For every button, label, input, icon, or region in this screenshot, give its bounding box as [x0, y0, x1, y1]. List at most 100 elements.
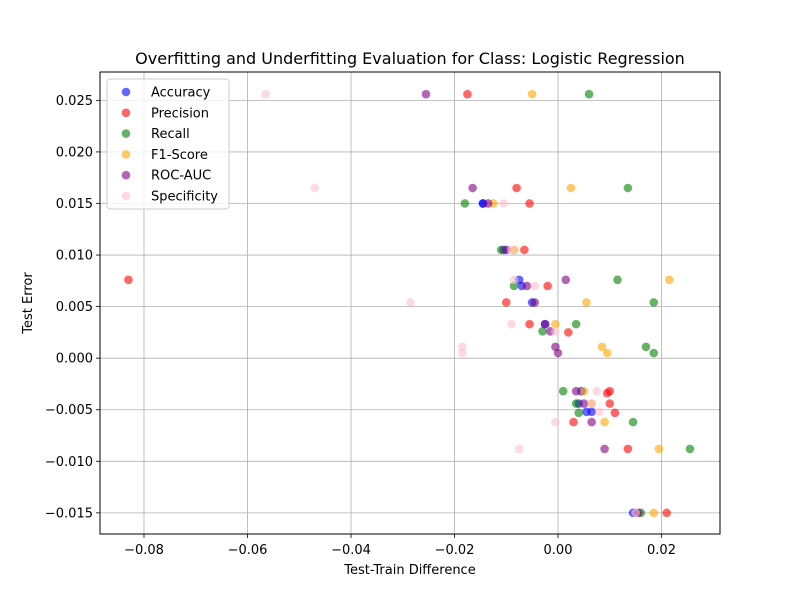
precision-point [520, 245, 529, 255]
roc-auc-point [540, 319, 550, 329]
x-tick-label: −0.06 [228, 543, 268, 558]
recall-point [623, 183, 633, 193]
precision-point [512, 183, 521, 193]
specificity-point [592, 386, 602, 396]
specificity-point [457, 348, 467, 358]
y-tick-label: 0.010 [56, 249, 93, 264]
roc-auc-point [530, 298, 540, 307]
y-tick-label: 0.020 [56, 145, 93, 160]
legend: Accuracy Precision Recall F1-Score ROC-AUC Sp… [106, 78, 230, 210]
specificity-point [261, 89, 270, 99]
legend-marker [121, 108, 131, 118]
recall-point [509, 281, 519, 291]
precision-point [525, 319, 534, 329]
recall-point [628, 417, 638, 427]
y-tick-label: 0.005 [56, 300, 93, 315]
recall-point [538, 327, 547, 336]
precision-point [564, 328, 573, 337]
roc-auc-point [587, 417, 596, 427]
recall-point [641, 342, 651, 352]
legend-label: Specificity [151, 190, 218, 205]
roc-auc-point [553, 348, 563, 358]
specificity-point [509, 275, 519, 285]
plot-frame [99, 71, 721, 535]
recall-point [558, 386, 568, 396]
f1-score-point [602, 348, 612, 358]
recall-point [649, 348, 659, 358]
f1-score-point [551, 319, 560, 329]
roc-auc-point [579, 399, 589, 408]
f1-score-point [600, 417, 609, 427]
precision-point [605, 399, 615, 408]
precision-point [623, 444, 633, 454]
y-tick-label: 0.025 [56, 94, 93, 109]
legend-label: ROC-AUC [151, 169, 211, 184]
roc-auc-point [421, 89, 431, 99]
x-axis-label: Test-Train Difference [343, 563, 475, 578]
specificity-point [310, 183, 320, 193]
x-axis-ticks: −0.08 −0.06 −0.04 −0.02 0.00 0.02 [124, 534, 676, 558]
legend-label: F1-Score [151, 148, 208, 163]
data-points [124, 89, 695, 518]
precision-point [569, 417, 578, 427]
accuracy-point [587, 407, 596, 417]
f1-score-point [582, 298, 591, 307]
x-tick-label: −0.02 [435, 543, 475, 558]
x-tick-label: 0.00 [544, 543, 573, 558]
f1-score-point [654, 444, 664, 454]
legend-marker [121, 87, 131, 97]
roc-auc-point [483, 199, 493, 208]
legend-marker [121, 191, 131, 201]
chart-title: Overfitting and Underfitting Evaluation … [135, 49, 685, 68]
y-tick-label: −0.010 [45, 455, 93, 470]
legend-box [106, 78, 230, 210]
precision-point [610, 408, 620, 418]
specificity-point [595, 407, 604, 417]
precision-point [602, 388, 612, 398]
specificity-point [587, 399, 596, 408]
precision-point [525, 199, 534, 208]
specificity-point [631, 508, 640, 518]
recall-point [613, 275, 622, 285]
f1-score-point [579, 386, 589, 396]
f1-score-point [597, 342, 607, 352]
precision-point [463, 89, 472, 99]
roc-auc-point [561, 275, 571, 285]
recall-point [685, 444, 695, 454]
y-tick-label: 0.000 [56, 352, 93, 367]
specificity-point [406, 298, 415, 307]
x-tick-label: −0.08 [124, 543, 164, 558]
y-axis-ticks: −0.015 −0.010 −0.005 0.000 0.005 0.010 0.015 0.… [45, 94, 100, 521]
roc-auc-point [522, 281, 532, 291]
roc-auc-point [600, 444, 609, 454]
legend-label: Accuracy [151, 86, 211, 101]
precision-point [501, 298, 511, 307]
y-tick-label: −0.005 [45, 403, 93, 418]
recall-point [574, 408, 584, 418]
y-tick-label: 0.015 [56, 197, 93, 212]
legend-marker [121, 129, 131, 138]
y-tick-label: −0.015 [45, 506, 93, 521]
specificity-point [551, 327, 560, 336]
legend-label: Precision [151, 106, 209, 121]
recall-point [649, 298, 659, 307]
precision-point [543, 281, 552, 291]
legend-label: Recall [151, 127, 190, 142]
x-tick-label: 0.02 [647, 543, 676, 558]
recall-point [571, 319, 581, 329]
legend-marker [121, 150, 131, 159]
specificity-point [551, 417, 560, 427]
recall-point [460, 199, 470, 208]
f1-score-point [649, 508, 659, 518]
roc-auc-point [468, 183, 477, 193]
f1-score-point [664, 275, 674, 285]
f1-score-point [566, 183, 576, 193]
recall-point [584, 89, 594, 99]
precision-point [662, 508, 671, 518]
legend-marker [121, 170, 131, 180]
specificity-point [530, 281, 540, 291]
y-axis-label: Test Error [21, 272, 36, 335]
specificity-point [499, 199, 508, 208]
specificity-point [457, 342, 467, 352]
